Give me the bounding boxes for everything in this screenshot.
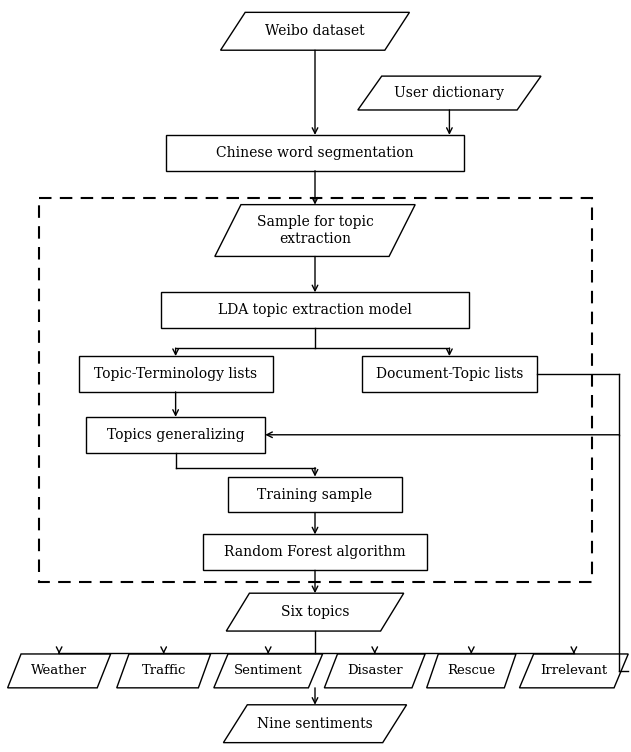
Polygon shape (427, 654, 516, 688)
Polygon shape (214, 654, 322, 688)
Polygon shape (221, 12, 410, 50)
Text: Sample for topic
extraction: Sample for topic extraction (257, 215, 374, 246)
Text: Topic-Terminology lists: Topic-Terminology lists (94, 367, 257, 381)
Polygon shape (358, 76, 541, 110)
Text: Chinese word segmentation: Chinese word segmentation (216, 146, 414, 160)
Text: LDA topic extraction model: LDA topic extraction model (218, 303, 412, 317)
Text: Sentiment: Sentiment (234, 665, 303, 678)
Bar (228, 477, 402, 513)
Bar (78, 356, 273, 392)
Polygon shape (227, 593, 404, 631)
Text: Training sample: Training sample (257, 487, 372, 502)
Polygon shape (223, 705, 406, 743)
Text: User dictionary: User dictionary (394, 86, 504, 100)
Bar (362, 356, 536, 392)
Bar (161, 293, 469, 328)
Text: Topics generalizing: Topics generalizing (107, 428, 244, 441)
Bar (166, 135, 464, 171)
Polygon shape (8, 654, 110, 688)
Text: Weibo dataset: Weibo dataset (265, 24, 365, 38)
Text: Rescue: Rescue (447, 665, 495, 678)
Polygon shape (117, 654, 211, 688)
Text: Random Forest algorithm: Random Forest algorithm (224, 545, 406, 559)
Text: Document-Topic lists: Document-Topic lists (375, 367, 523, 381)
Text: Disaster: Disaster (347, 665, 403, 678)
Polygon shape (519, 654, 628, 688)
Polygon shape (324, 654, 425, 688)
Text: Traffic: Traffic (141, 665, 186, 678)
Text: Six topics: Six topics (281, 605, 349, 619)
Text: Irrelevant: Irrelevant (540, 665, 608, 678)
Text: Nine sentiments: Nine sentiments (257, 717, 373, 731)
Bar (203, 535, 427, 570)
Bar (86, 417, 265, 453)
Bar (39, 198, 592, 582)
Text: Weather: Weather (31, 665, 87, 678)
Polygon shape (215, 205, 415, 256)
